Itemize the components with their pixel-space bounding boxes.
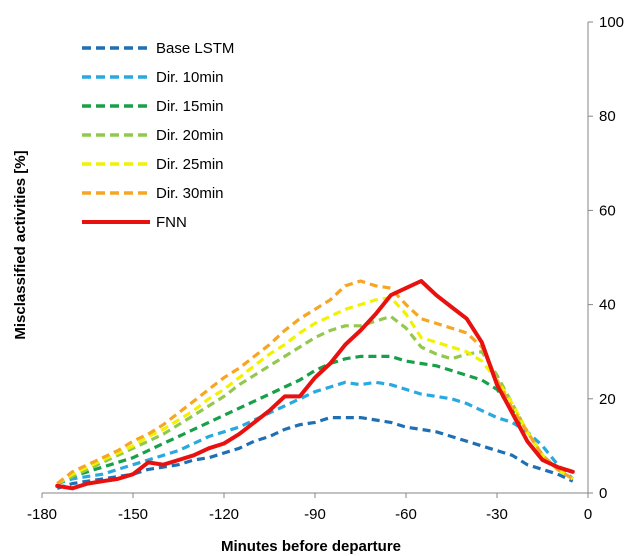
legend-label: Base LSTM (156, 40, 234, 57)
legend-label: FNN (156, 214, 187, 231)
legend-label: Dir. 20min (156, 127, 224, 144)
series-line-dir-10min (56, 380, 574, 486)
series-line-dir-20min (56, 314, 574, 486)
y-axis: 0 20 40 60 80 100 (587, 14, 624, 502)
legend-label: Dir. 15min (156, 98, 224, 115)
series-line-dir-25min (56, 295, 574, 485)
plot-area (55, 279, 575, 491)
series-layer (55, 279, 575, 491)
legend-label: Dir. 30min (156, 185, 224, 202)
y-tick-label: 0 (599, 485, 607, 502)
legend: Base LSTM Dir. 10min Dir. 15min Dir. 20min D… (82, 40, 234, 231)
x-tick-label: -150 (118, 506, 148, 523)
x-axis-title: Minutes before departure (221, 538, 401, 555)
y-ticks: 0 20 40 60 80 100 (588, 14, 624, 502)
y-tick-label: 60 (599, 202, 616, 219)
x-tick-label: -30 (486, 506, 508, 523)
legend-label: Dir. 10min (156, 69, 224, 86)
y-tick-label: 80 (599, 108, 616, 125)
series-line-base-lstm (56, 416, 574, 490)
x-tick-label: -120 (209, 506, 239, 523)
x-tick-label: -180 (27, 506, 57, 523)
x-ticks: -180 -150 -120 -90 -60 -30 0 (27, 493, 592, 523)
series-line-dir-15min (56, 354, 574, 486)
y-tick-label: 20 (599, 391, 616, 408)
x-axis: -180 -150 -120 -90 -60 -30 0 (27, 492, 592, 523)
x-tick-label: -60 (395, 506, 417, 523)
y-tick-label: 100 (599, 14, 624, 31)
series-line-fnn (55, 279, 575, 491)
x-tick-label: -90 (304, 506, 326, 523)
x-tick-label: 0 (584, 506, 592, 523)
y-axis-title: Misclassified activities [%] (12, 150, 29, 339)
legend-label: Dir. 25min (156, 156, 224, 173)
y-tick-label: 40 (599, 297, 616, 314)
